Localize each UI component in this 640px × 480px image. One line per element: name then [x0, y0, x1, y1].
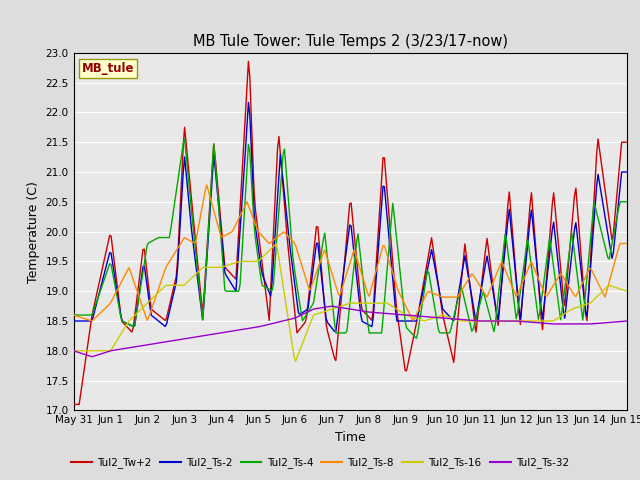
Legend: Tul2_Tw+2, Tul2_Ts-2, Tul2_Ts-4, Tul2_Ts-8, Tul2_Ts-16, Tul2_Ts-32: Tul2_Tw+2, Tul2_Ts-2, Tul2_Ts-4, Tul2_Ts…	[67, 453, 573, 472]
Text: MB_tule: MB_tule	[82, 62, 134, 75]
Y-axis label: Temperature (C): Temperature (C)	[27, 180, 40, 283]
X-axis label: Time: Time	[335, 431, 366, 444]
Title: MB Tule Tower: Tule Temps 2 (3/23/17-now): MB Tule Tower: Tule Temps 2 (3/23/17-now…	[193, 34, 508, 49]
